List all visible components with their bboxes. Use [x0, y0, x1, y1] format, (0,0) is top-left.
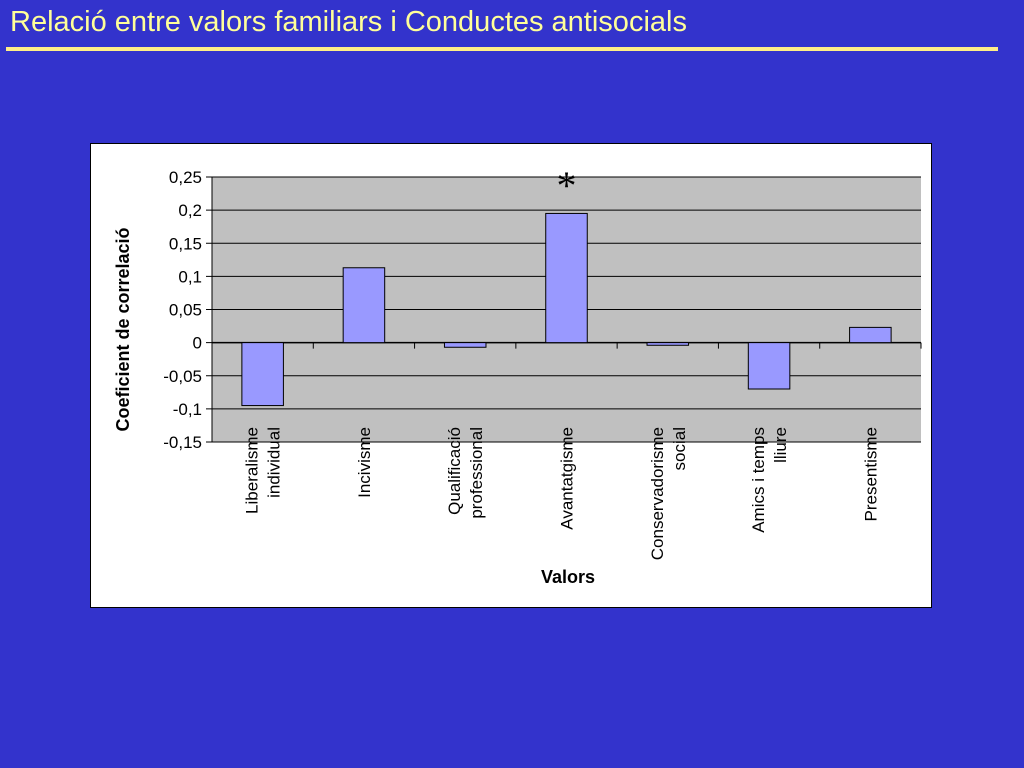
y-tick-label: -0,05 — [163, 367, 202, 386]
slide-title: Relació entre valors familiars i Conduct… — [10, 6, 687, 38]
x-category-label: Incivisme — [355, 427, 374, 498]
bar — [747, 342, 791, 390]
x-category-label: lliure — [771, 427, 790, 463]
significance-star: * — [557, 163, 577, 208]
y-tick-label: 0,05 — [169, 301, 202, 320]
x-axis-title: Valors — [541, 567, 595, 587]
title-underline — [6, 47, 998, 51]
bar — [545, 212, 588, 344]
x-category-label: Liberalisme — [243, 427, 262, 514]
y-tick-label: -0,15 — [163, 433, 202, 452]
y-axis-title: Coeficient de correlació — [113, 227, 133, 431]
bar — [646, 342, 690, 346]
y-tick-label: 0,15 — [169, 234, 202, 253]
x-category-label: individual — [265, 427, 284, 498]
x-category-label: Avantatgisme — [558, 427, 577, 530]
bar — [849, 326, 892, 344]
x-category-label: Presentisme — [861, 427, 880, 521]
y-tick-label: -0,1 — [173, 400, 202, 419]
y-tick-label: 0,2 — [178, 201, 202, 220]
x-category-label: Qualificació — [445, 427, 464, 515]
y-tick-label: 0 — [193, 334, 202, 353]
x-category-label: Conservadorisme — [648, 427, 667, 560]
y-tick-label: 0,1 — [178, 267, 202, 286]
bar — [342, 267, 386, 344]
y-tick-label: 0,25 — [169, 168, 202, 187]
x-category-label: Amics i temps — [749, 427, 768, 533]
bar — [241, 342, 284, 407]
x-category-label: professional — [467, 427, 486, 519]
bar — [443, 342, 487, 348]
bar-chart: 0,25 0,2 0,15 0,1 0,05 0 -0,05 -0,1 -0,15 Liberal… — [113, 163, 922, 587]
x-category-label: social — [670, 427, 689, 470]
chart-container: 0,25 0,2 0,15 0,1 0,05 0 -0,05 -0,1 -0,15 Liberal… — [90, 143, 932, 608]
